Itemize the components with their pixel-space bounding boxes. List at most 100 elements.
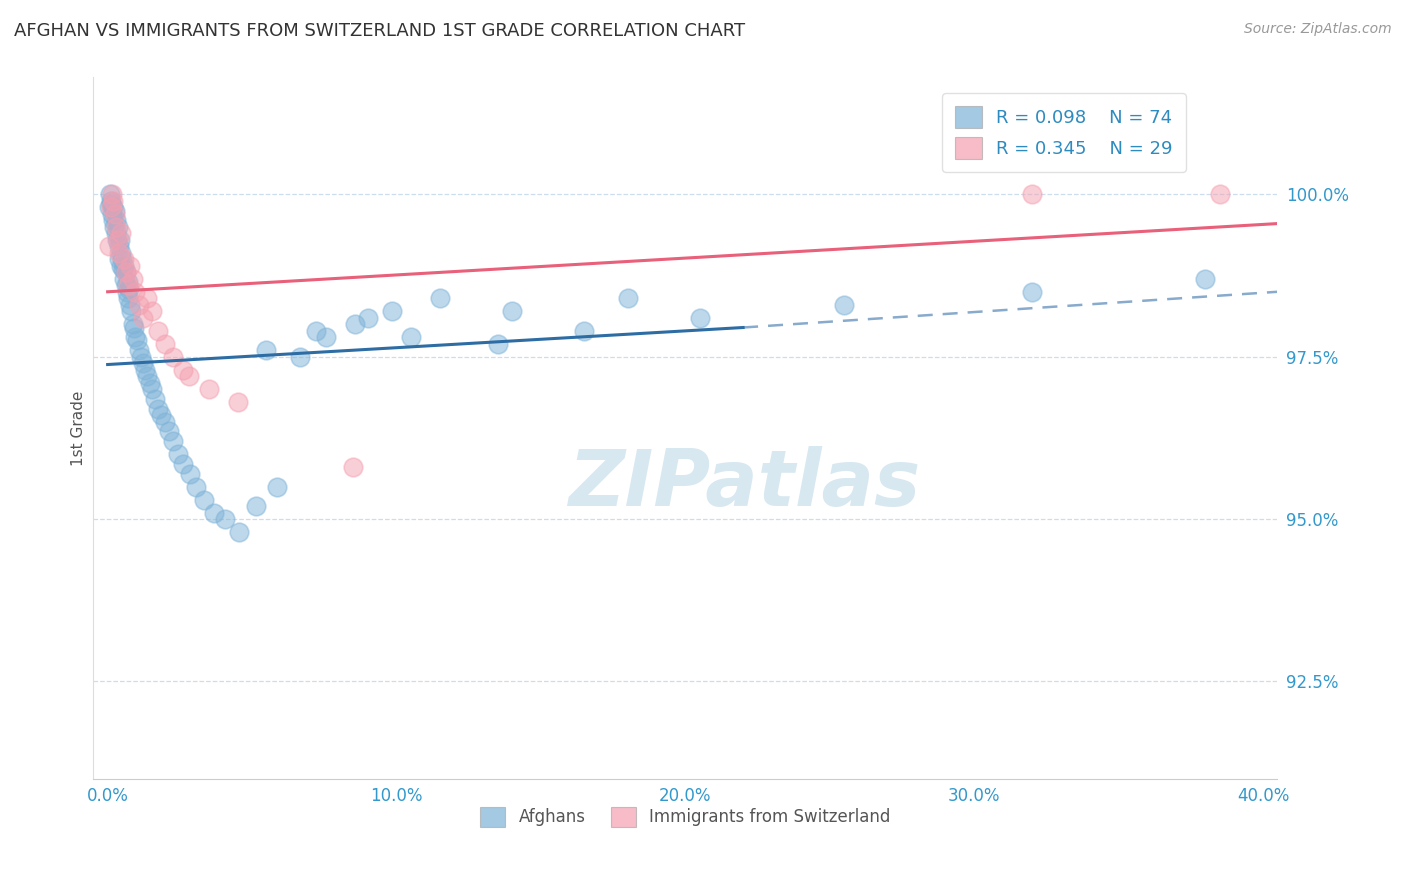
Point <box>136 291 159 305</box>
Point <box>110 245 132 260</box>
Point <box>117 285 139 299</box>
Point <box>110 227 132 241</box>
Point <box>128 343 150 358</box>
Point <box>107 219 129 234</box>
Point <box>105 219 128 234</box>
Point <box>1194 272 1216 286</box>
Point <box>101 187 124 202</box>
Point <box>141 304 163 318</box>
Point <box>104 227 127 241</box>
Point <box>1021 187 1043 202</box>
Point <box>122 272 145 286</box>
Point <box>157 425 180 439</box>
Point <box>128 298 150 312</box>
Point <box>153 415 176 429</box>
Point <box>100 194 122 208</box>
Point <box>167 447 190 461</box>
Point <box>105 213 128 227</box>
Point <box>1021 285 1043 299</box>
Point <box>689 310 711 325</box>
Point <box>342 460 364 475</box>
Point <box>104 207 127 221</box>
Point <box>100 197 122 211</box>
Point <box>124 330 146 344</box>
Point <box>214 512 236 526</box>
Point <box>202 506 225 520</box>
Point <box>226 395 249 409</box>
Point <box>132 356 155 370</box>
Point <box>256 343 278 358</box>
Point <box>136 369 159 384</box>
Point <box>179 467 201 481</box>
Point <box>114 278 136 293</box>
Point <box>101 207 124 221</box>
Point <box>143 392 166 406</box>
Point <box>98 239 121 253</box>
Point <box>100 200 122 214</box>
Point <box>343 318 366 332</box>
Point <box>148 401 170 416</box>
Point <box>129 350 152 364</box>
Point <box>117 278 139 293</box>
Point <box>122 320 145 334</box>
Point <box>288 350 311 364</box>
Point <box>112 259 135 273</box>
Point <box>115 265 138 279</box>
Point <box>103 200 125 214</box>
Point <box>112 252 135 267</box>
Point <box>429 291 451 305</box>
Point <box>356 310 378 325</box>
Point <box>266 480 288 494</box>
Point <box>193 492 215 507</box>
Point <box>101 213 124 227</box>
Point <box>172 457 194 471</box>
Point <box>245 499 267 513</box>
Point <box>120 298 142 312</box>
Point <box>832 298 855 312</box>
Point <box>197 382 219 396</box>
Text: Source: ZipAtlas.com: Source: ZipAtlas.com <box>1244 22 1392 37</box>
Point <box>141 382 163 396</box>
Point <box>120 259 142 273</box>
Text: AFGHAN VS IMMIGRANTS FROM SWITZERLAND 1ST GRADE CORRELATION CHART: AFGHAN VS IMMIGRANTS FROM SWITZERLAND 1S… <box>14 22 745 40</box>
Point <box>105 233 128 247</box>
Point <box>118 281 141 295</box>
Point <box>574 324 596 338</box>
Point <box>304 324 326 338</box>
Text: ZIPatlas: ZIPatlas <box>568 446 921 523</box>
Point <box>1209 187 1232 202</box>
Point <box>103 194 125 208</box>
Point <box>111 252 134 267</box>
Point <box>381 304 404 318</box>
Point <box>399 330 422 344</box>
Point <box>139 376 162 390</box>
Point <box>184 480 207 494</box>
Point <box>103 219 125 234</box>
Point <box>177 369 200 384</box>
Point <box>127 334 149 348</box>
Point <box>107 239 129 253</box>
Point <box>134 362 156 376</box>
Point <box>501 304 523 318</box>
Point <box>162 434 184 449</box>
Point <box>162 350 184 364</box>
Point <box>108 233 131 247</box>
Point <box>153 336 176 351</box>
Point <box>114 265 136 279</box>
Point <box>112 272 135 286</box>
Point <box>315 330 337 344</box>
Point <box>122 318 145 332</box>
Point <box>132 310 155 325</box>
Point <box>228 525 250 540</box>
Point <box>124 285 146 299</box>
Point <box>148 324 170 338</box>
Point <box>120 304 142 318</box>
Point <box>486 336 509 351</box>
Y-axis label: 1st Grade: 1st Grade <box>72 391 86 466</box>
Point <box>110 259 132 273</box>
Point <box>117 275 139 289</box>
Point <box>150 408 173 422</box>
Legend: Afghans, Immigrants from Switzerland: Afghans, Immigrants from Switzerland <box>474 800 897 834</box>
Point <box>172 362 194 376</box>
Point <box>107 233 129 247</box>
